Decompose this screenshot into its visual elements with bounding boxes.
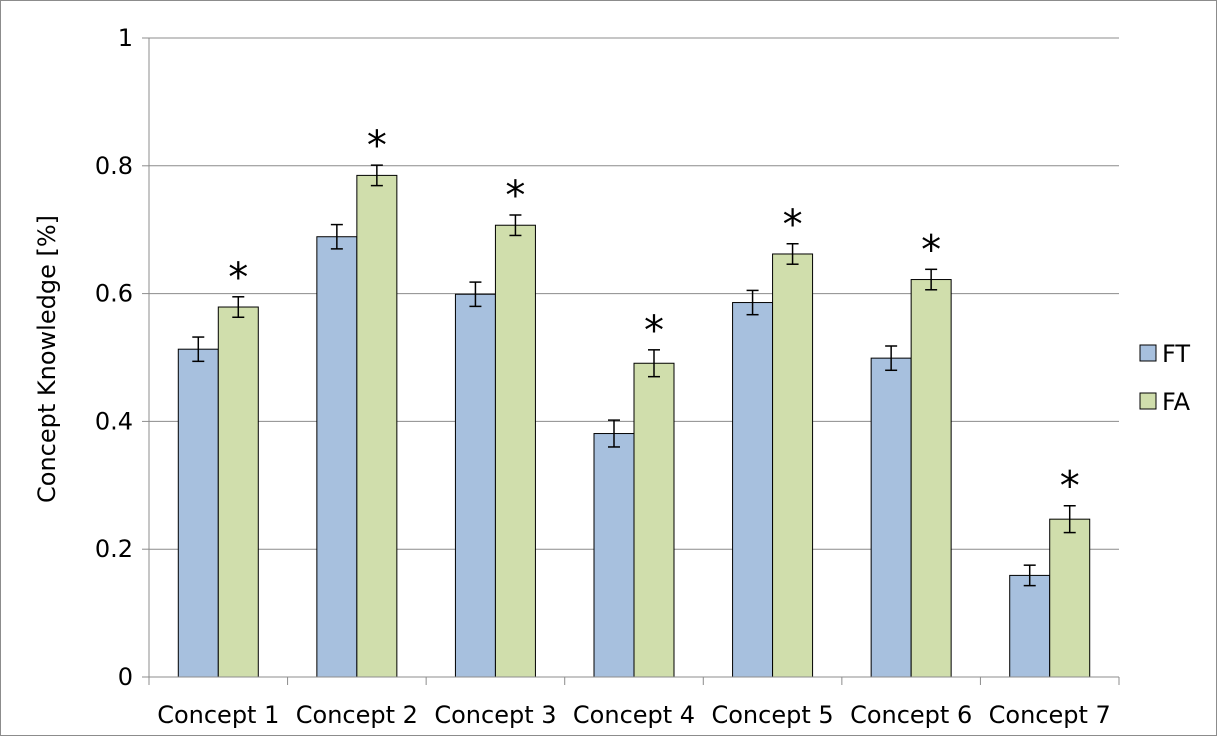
axes <box>142 37 1120 685</box>
significance-marker: * <box>921 227 941 273</box>
x-tick-label: Concept 2 <box>296 701 418 729</box>
bar-ft <box>454 293 496 678</box>
y-tick-label: 1 <box>118 24 133 52</box>
y-tick-label: 0.8 <box>95 152 133 180</box>
significance-marker: * <box>783 202 803 248</box>
y-tick-label: 0.4 <box>95 407 133 435</box>
x-tick-label: Concept 7 <box>989 701 1111 729</box>
x-tick-label: Concept 4 <box>573 701 695 729</box>
y-axis-title: Concept Knowledge [%] <box>33 215 61 503</box>
legend-swatch-ft <box>1139 344 1157 362</box>
significance-marker: * <box>228 255 248 301</box>
bar-ft <box>177 348 219 678</box>
y-tick-label: 0 <box>118 663 133 691</box>
significance-marker: * <box>1060 464 1080 510</box>
x-tick-label: Concept 5 <box>711 701 833 729</box>
bar-ft <box>593 433 635 678</box>
significance-marker: * <box>505 173 525 219</box>
y-tick-label: 0.6 <box>95 280 133 308</box>
legend-label: FA <box>1162 388 1191 416</box>
bars <box>177 164 1091 678</box>
bar-fa <box>772 253 814 678</box>
bar-fa <box>910 279 952 678</box>
legend-swatch-fa <box>1139 392 1157 410</box>
bar-fa <box>1049 518 1091 678</box>
x-tick-label: Concept 1 <box>157 701 279 729</box>
bar-ft <box>1009 574 1051 678</box>
x-tick-label: Concept 6 <box>850 701 972 729</box>
bar-fa <box>494 224 536 678</box>
bar-fa <box>633 362 675 678</box>
x-tick-label: Concept 3 <box>434 701 556 729</box>
bar-fa <box>217 306 259 678</box>
bar-ft <box>732 302 774 678</box>
bar-ft <box>870 357 912 678</box>
labels: 0 0.2 0.4 0.6 0.8 1 * Concept 1 * Concept 2 * Conce… <box>95 24 1111 729</box>
bar-fa <box>356 174 398 678</box>
significance-marker: * <box>367 123 387 169</box>
legend-label: FT <box>1162 340 1190 368</box>
bar-ft <box>316 236 358 678</box>
y-tick-label: 0.2 <box>95 535 133 563</box>
gridlines <box>149 37 1119 550</box>
significance-marker: * <box>644 308 664 354</box>
legend: FT FA <box>1139 340 1191 416</box>
